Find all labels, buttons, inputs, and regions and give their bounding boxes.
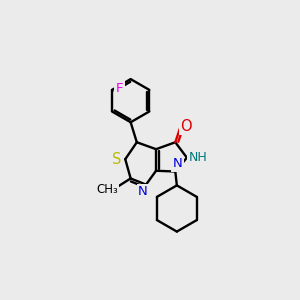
- Text: N: N: [138, 185, 148, 198]
- Text: NH: NH: [188, 151, 207, 164]
- Text: CH₃: CH₃: [96, 183, 118, 196]
- Text: O: O: [180, 118, 192, 134]
- Text: S: S: [112, 152, 122, 167]
- Text: F: F: [116, 82, 123, 95]
- Text: N: N: [173, 157, 182, 170]
